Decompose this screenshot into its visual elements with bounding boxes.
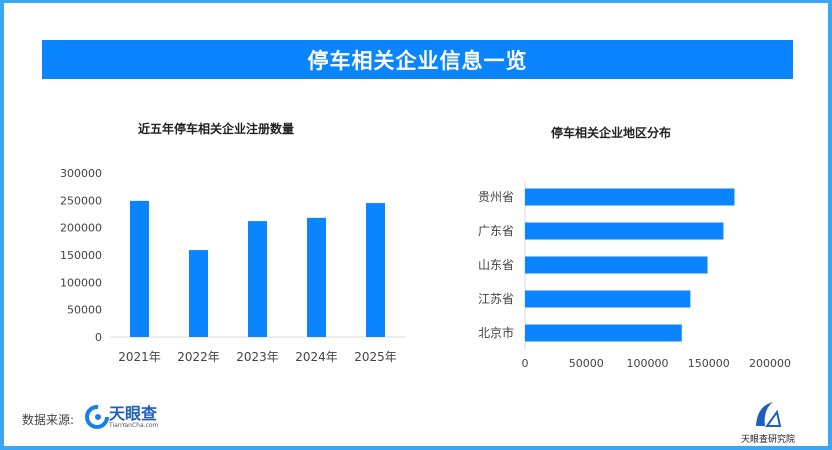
- x-tick-label: 100000: [627, 357, 669, 370]
- bar: [525, 188, 735, 206]
- tianyancha-logo: 天眼查 TianYanCha.com: [85, 405, 158, 429]
- y-tick-label: 江苏省: [478, 292, 514, 306]
- x-tick-label: 0: [522, 357, 529, 370]
- y-tick-label: 50000: [67, 304, 102, 317]
- y-tick-label: 250000: [60, 194, 102, 207]
- y-tick-label: 300000: [60, 167, 102, 180]
- bar: [189, 250, 208, 337]
- bar: [525, 290, 691, 308]
- chart-title-left: 近五年停车相关企业注册数量: [138, 122, 295, 136]
- bar: [525, 222, 724, 240]
- institute-logo: 天眼查研究院: [730, 400, 806, 445]
- y-tick-label: 山东省: [478, 258, 514, 272]
- x-tick-label: 2021年: [118, 350, 161, 364]
- x-tick-label: 2025年: [354, 350, 397, 364]
- chart-title-right: 停车相关企业地区分布: [551, 126, 672, 140]
- institute-logo-icon: [756, 402, 782, 427]
- logo-text: 天眼查: [109, 403, 158, 423]
- y-tick-label: 200000: [60, 222, 102, 235]
- y-tick-label: 北京市: [478, 325, 514, 340]
- bar: [307, 217, 326, 337]
- y-tick-label: 广东省: [478, 224, 514, 238]
- logo-subtext: TianYanCha.com: [109, 421, 159, 429]
- y-tick-label: 150000: [60, 249, 102, 262]
- x-tick-label: 150000: [688, 357, 730, 370]
- x-tick-label: 2023年: [236, 350, 279, 364]
- y-tick-label: 贵州省: [478, 190, 514, 204]
- page-title: 停车相关企业信息一览: [42, 40, 793, 79]
- x-tick-label: 2022年: [177, 350, 220, 364]
- bar: [248, 221, 267, 337]
- bar: [525, 256, 708, 274]
- x-tick-label: 2024年: [295, 350, 338, 364]
- x-tick-label: 50000: [569, 357, 604, 370]
- bar: [525, 324, 682, 342]
- x-tick-label: 200000: [749, 357, 791, 370]
- bar: [366, 203, 385, 337]
- y-tick-label: 100000: [60, 276, 102, 289]
- source-label: 数据来源:: [22, 413, 75, 427]
- bar: [130, 200, 149, 337]
- eye-logo-icon: [85, 405, 109, 429]
- y-tick-label: 0: [95, 331, 102, 344]
- institute-logo-text: 天眼查研究院: [740, 435, 795, 445]
